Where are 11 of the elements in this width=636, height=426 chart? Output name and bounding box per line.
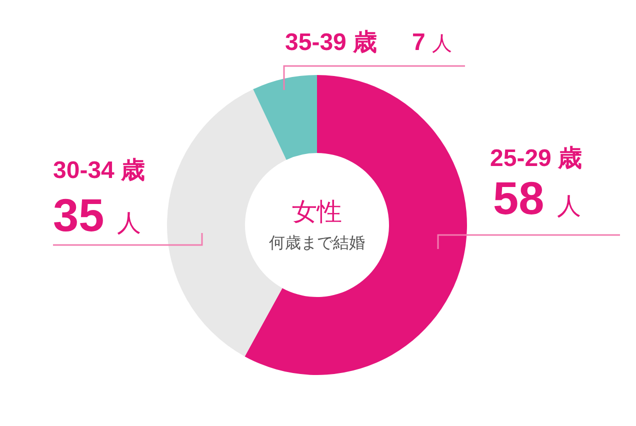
donut-slice: [167, 89, 286, 356]
data-label: 35 人: [53, 189, 141, 241]
slice-label: 30-34 歳: [53, 157, 146, 184]
donut-slice: [244, 75, 467, 375]
donut-slice: [253, 75, 317, 160]
text: 女性: [292, 197, 342, 226]
text: 何歳まで結婚: [269, 233, 365, 252]
slice-label: 35-39 歳: [285, 29, 378, 56]
data-label: 7 人: [412, 29, 452, 56]
slice-label: 25-29 歳: [490, 145, 582, 172]
data-label: 58 人: [493, 172, 581, 224]
